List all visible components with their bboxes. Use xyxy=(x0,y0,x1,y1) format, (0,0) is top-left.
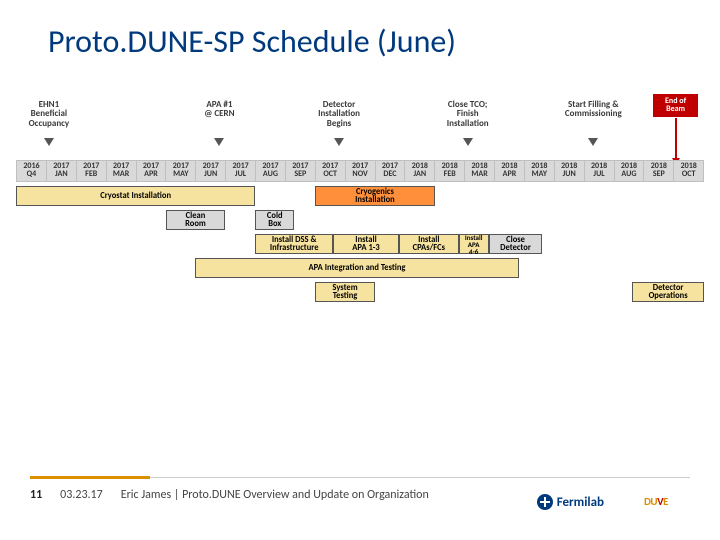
timeline-cell: 2016Q4 xyxy=(17,161,47,181)
timeline-cell: 2018JAN xyxy=(405,161,435,181)
timeline-cell: 2017JUL xyxy=(226,161,256,181)
timeline-cell: 2018MAR xyxy=(465,161,495,181)
gantt-bar: CloseDetector xyxy=(489,234,543,254)
gantt-bar: SystemTesting xyxy=(315,282,375,302)
timeline-header: 2016Q42017JAN2017FEB2017MAR2017APR2017MA… xyxy=(16,160,704,182)
gantt-bar: CryogenicsInstallation xyxy=(315,186,435,206)
gantt-bar: InstallCPAs/FCs xyxy=(399,234,459,254)
callout-arrow-icon xyxy=(334,138,344,146)
timeline-cell: 2018APR xyxy=(495,161,525,181)
timeline-cell: 2018FEB xyxy=(435,161,465,181)
timeline-cell: 2017APR xyxy=(137,161,167,181)
timeline-cell: 2018SEP xyxy=(644,161,674,181)
end-of-beam-badge: End ofBeam xyxy=(653,94,698,117)
timeline-cell: 2018MAY xyxy=(525,161,555,181)
fermilab-label: Fermilab xyxy=(557,495,604,510)
page-number: 11 xyxy=(30,488,42,502)
timeline-cell: 2017SEP xyxy=(286,161,316,181)
gantt-rows: Cryostat Installation CryogenicsInstallat… xyxy=(16,186,704,306)
callout-arrow-icon xyxy=(44,138,54,146)
gantt-row: Cryostat Installation CryogenicsInstallat… xyxy=(16,186,704,208)
timeline-cell: 2017MAY xyxy=(166,161,196,181)
gantt-bar: InstallAPA4-6 xyxy=(459,234,489,254)
footer-text: Eric James | Proto.DUNE Overview and Upd… xyxy=(121,488,429,502)
timeline-cell: 2017AUG xyxy=(256,161,286,181)
timeline-cell: 2018JUL xyxy=(585,161,615,181)
timeline-cell: 2018JUN xyxy=(555,161,585,181)
timeline-cell: 2017JUN xyxy=(196,161,226,181)
gantt-bar: Cryostat Installation xyxy=(16,186,255,206)
fermilab-mark-icon xyxy=(537,494,553,510)
timeline-cell: 2018OCT xyxy=(674,161,703,181)
callout-label: DetectorInstallationBegins xyxy=(309,100,369,128)
gantt-row: APA Integration and Testing xyxy=(16,258,704,280)
gantt-bar: DetectorOperations xyxy=(632,282,704,302)
callout-label: APA #1@ CERN xyxy=(195,100,243,119)
gantt-chart: EHN1BeneficialOccupancy APA #1@ CERN Detec… xyxy=(16,100,704,380)
footer: 11 03.23.17 Eric James | Proto.DUNE Over… xyxy=(30,480,690,510)
callout-arrow-icon xyxy=(214,138,224,146)
dune-logo: DUVE xyxy=(644,495,668,508)
timeline-cell: 2017FEB xyxy=(77,161,107,181)
gantt-bar: APA Integration and Testing xyxy=(195,258,518,278)
gantt-bar: CleanRoom xyxy=(166,210,226,230)
callout-arrow-icon xyxy=(463,138,473,146)
callout-arrow-icon xyxy=(588,138,598,146)
callouts-layer: EHN1BeneficialOccupancy APA #1@ CERN Detec… xyxy=(16,100,704,146)
timeline-cell: 2017DEC xyxy=(376,161,406,181)
timeline-cell: 2017OCT xyxy=(316,161,346,181)
timeline-cell: 2017MAR xyxy=(107,161,137,181)
timeline-cell: 2017JAN xyxy=(47,161,77,181)
callout-label: Start Filling &Commissioning xyxy=(554,100,632,119)
timeline-cell: 2018AUG xyxy=(615,161,645,181)
gantt-row: CleanRoom ColdBox xyxy=(16,210,704,232)
page-title: Proto.DUNE-SP Schedule (June) xyxy=(48,22,456,61)
gantt-row: Install DSS &InfrastructureInstallAPA 1-… xyxy=(16,234,704,256)
end-of-beam-line xyxy=(675,118,677,160)
gantt-bar: InstallAPA 1-3 xyxy=(333,234,399,254)
footer-rule xyxy=(30,477,690,478)
callout-label: Close TCO;FinishInstallation xyxy=(435,100,501,128)
fermilab-logo: Fermilab xyxy=(537,494,604,510)
gantt-bar: Install DSS &Infrastructure xyxy=(255,234,333,254)
callout-label: EHN1BeneficialOccupancy xyxy=(16,100,82,128)
gantt-row: SystemTesting DetectorOperations xyxy=(16,282,704,304)
footer-date: 03.23.17 xyxy=(60,488,103,502)
gantt-bar: ColdBox xyxy=(255,210,294,230)
timeline-cell: 2017NOV xyxy=(346,161,376,181)
